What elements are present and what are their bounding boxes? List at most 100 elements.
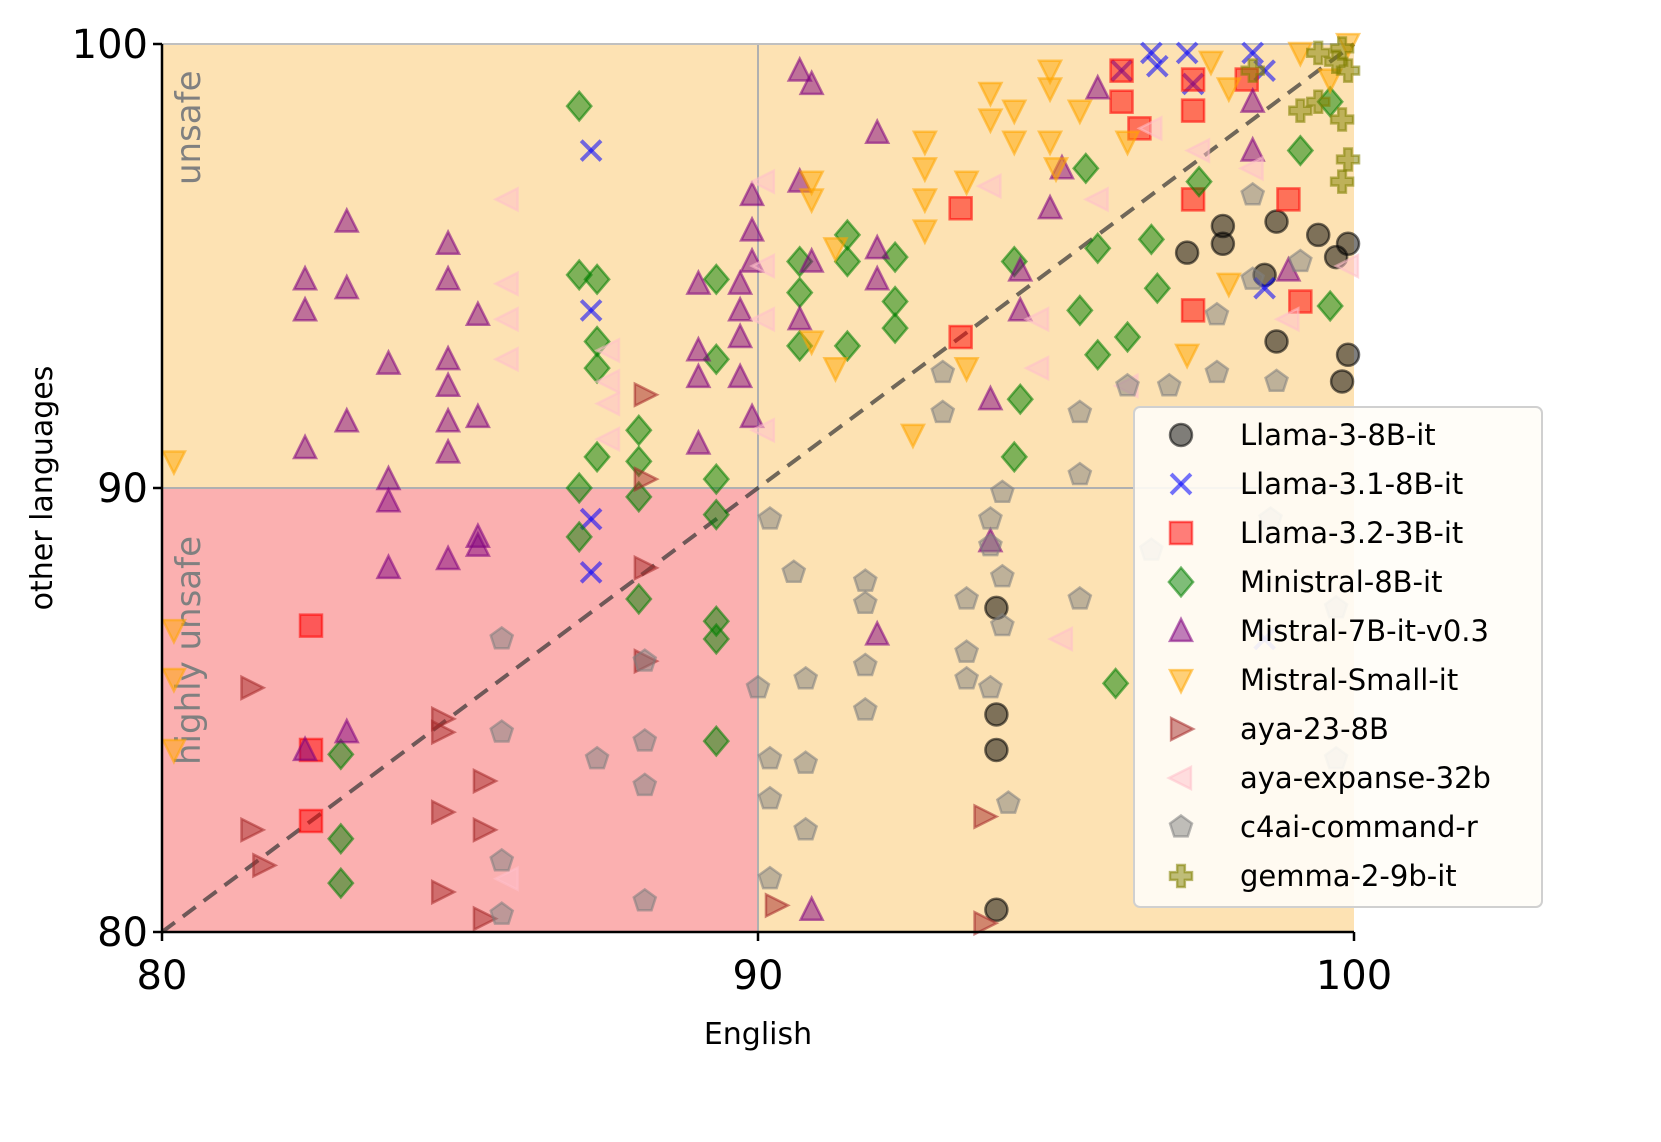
data-point: [333, 717, 360, 744]
data-point: [977, 532, 1003, 557]
data-point: [1115, 372, 1140, 397]
legend-marker: [1168, 520, 1194, 546]
legend-marker: [1168, 813, 1194, 838]
legend-marker: [1167, 616, 1195, 643]
data-point: [864, 619, 891, 646]
data-point: [1264, 329, 1289, 354]
data-point: [375, 486, 402, 513]
data-point: [798, 170, 825, 197]
data-point: [984, 897, 1009, 923]
data-point: [327, 866, 355, 900]
data-point: [435, 544, 462, 571]
data-point: [757, 865, 783, 890]
data-point: [1001, 130, 1028, 157]
data-point: [492, 306, 519, 333]
data-point: [793, 816, 819, 841]
data-point: [633, 466, 660, 493]
data-point: [1288, 98, 1313, 123]
data-point: [492, 346, 519, 373]
data-point: [430, 879, 458, 906]
data-point: [1240, 58, 1265, 83]
y-tick-label: 90: [97, 466, 148, 512]
data-point: [583, 440, 611, 474]
legend-marker: [1167, 668, 1195, 695]
legend-marker: [1169, 472, 1193, 496]
data-point: [930, 399, 956, 424]
data-point: [327, 738, 355, 771]
data-point: [1185, 165, 1213, 198]
y-axis-label: other languages: [25, 366, 60, 611]
data-point: [1082, 186, 1109, 213]
data-point: [1042, 157, 1070, 184]
data-point: [1329, 369, 1355, 394]
data-point: [702, 343, 731, 376]
series-ministral-8b-it: [327, 85, 1344, 900]
data-point: [833, 245, 862, 278]
legend-item: Llama-3.1-8B-it: [1169, 467, 1463, 501]
data-point: [632, 887, 658, 912]
data-point: [1006, 382, 1034, 416]
data-point: [565, 89, 593, 123]
data-point: [1084, 73, 1111, 100]
legend-marker: [1166, 764, 1193, 792]
data-point: [864, 233, 891, 260]
series-c4ai-command-r: [489, 181, 1349, 925]
legend-item: Mistral-7B-it-v0.3: [1167, 614, 1489, 648]
data-point: [749, 252, 776, 280]
data-point: [727, 362, 754, 389]
data-point: [989, 612, 1015, 637]
data-point: [298, 613, 324, 638]
data-point: [492, 270, 519, 297]
data-point: [1156, 372, 1182, 397]
region-label-unsafe: unsafe: [169, 70, 209, 185]
legend-label: c4ai-command-r: [1240, 810, 1478, 844]
data-point: [1180, 298, 1206, 323]
data-point: [954, 665, 980, 690]
x-stroke: [579, 139, 603, 162]
legend-item: Llama-3-8B-it: [1168, 418, 1436, 452]
x-stroke: [579, 507, 603, 531]
data-point: [1136, 115, 1163, 142]
data-point: [786, 304, 813, 331]
legend-marker: [1168, 422, 1194, 448]
data-point: [975, 173, 1002, 200]
data-point: [793, 750, 819, 774]
legend-label: Llama-3.1-8B-it: [1240, 467, 1463, 501]
data-point: [435, 437, 462, 464]
data-point: [798, 69, 825, 96]
data-point: [1174, 240, 1200, 265]
data-point: [579, 139, 603, 162]
data-point: [1067, 461, 1093, 486]
legend-marker: [1168, 863, 1194, 889]
data-point: [739, 215, 766, 242]
data-point: [1288, 289, 1313, 314]
x-stroke: [1169, 472, 1193, 496]
data-point: [749, 417, 776, 444]
data-point: [292, 433, 319, 460]
legend: Llama-3-8B-it Llama-3.1-8B-it Llama-3.2-3B…: [1133, 406, 1543, 908]
legend-item: Llama-3.2-3B-it: [1168, 516, 1463, 550]
data-point: [1066, 99, 1093, 126]
data-point: [240, 674, 267, 701]
data-point: [594, 426, 621, 453]
data-point: [1007, 295, 1034, 322]
data-point: [435, 264, 462, 291]
data-point: [565, 471, 593, 505]
data-point: [1101, 667, 1130, 700]
data-point: [1037, 193, 1064, 220]
data-point: [702, 498, 731, 531]
x-tick-label: 100: [1316, 953, 1392, 999]
data-point: [1109, 58, 1134, 83]
data-point: [1083, 338, 1112, 372]
data-point: [911, 219, 938, 246]
data-point: [298, 808, 324, 834]
data-point: [786, 55, 813, 82]
data-point: [973, 803, 1000, 830]
data-point: [989, 563, 1015, 588]
data-point: [579, 561, 603, 584]
data-point: [1335, 147, 1361, 172]
data-point: [1023, 355, 1050, 382]
data-point: [489, 847, 515, 872]
data-point: [822, 356, 849, 384]
legend-marker: [1167, 565, 1195, 599]
